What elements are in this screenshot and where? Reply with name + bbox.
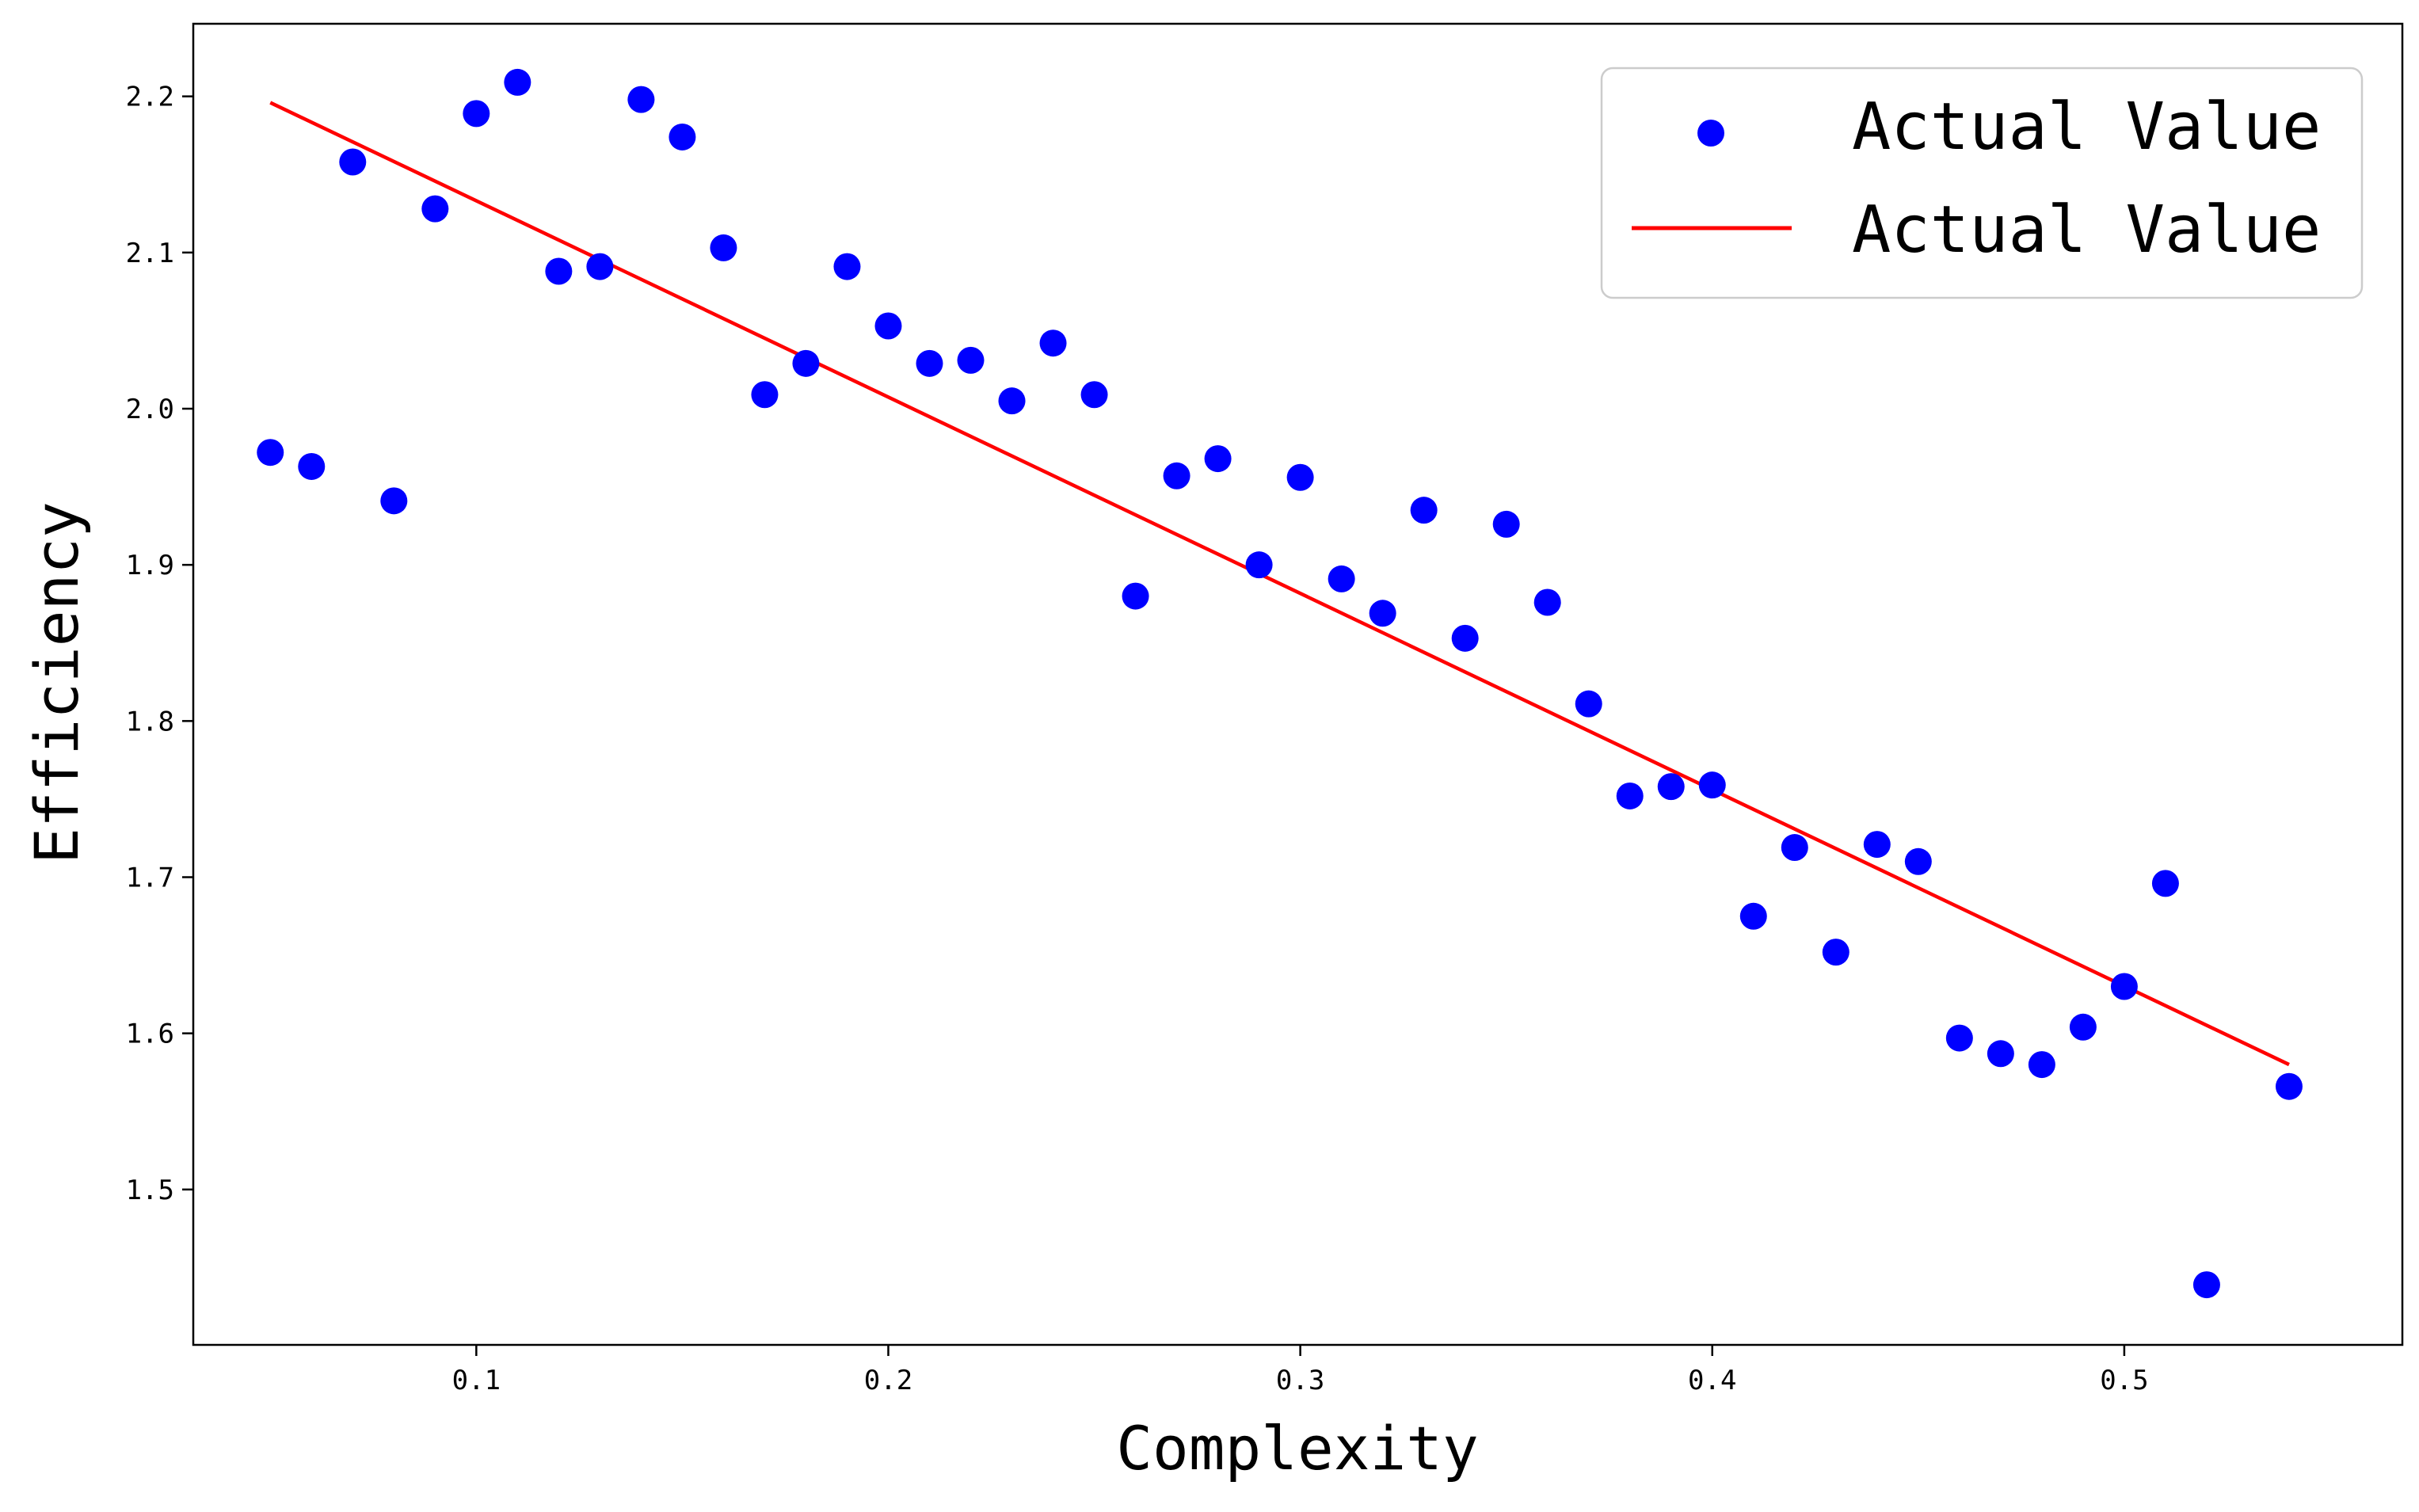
scatter-point — [1410, 497, 1438, 524]
y-axis-ticks: 1.5 1.6 1.7 1.8 1.9 2.0 2.1 2.2 — [126, 82, 193, 1206]
scatter-point — [380, 487, 408, 515]
scatter-point — [669, 123, 696, 150]
scatter-point — [1039, 329, 1067, 357]
scatter-point — [1904, 847, 1932, 875]
legend-scatter-marker — [1697, 120, 1724, 147]
x-tick-label: 0.3 — [1276, 1365, 1324, 1396]
x-tick-label: 0.1 — [452, 1365, 501, 1396]
x-tick-label: 0.5 — [2100, 1365, 2148, 1396]
scatter-point — [874, 312, 902, 340]
scatter-point — [421, 195, 449, 223]
scatter-point — [1286, 463, 1314, 491]
x-tick-label: 0.2 — [864, 1365, 912, 1396]
scatter-point — [2069, 1013, 2097, 1041]
scatter-point — [792, 349, 820, 377]
scatter-point — [957, 346, 985, 374]
legend-box — [1600, 67, 2364, 299]
y-tick-label: 1.9 — [126, 550, 174, 581]
scatter-point — [1369, 600, 1396, 627]
scatter-point — [710, 234, 737, 261]
y-tick-label: 1.6 — [126, 1019, 174, 1050]
scatter-point — [2275, 1072, 2303, 1100]
scatter-point — [545, 257, 573, 285]
x-axis-label: Complexity — [1116, 1413, 1479, 1483]
scatter-point — [1163, 462, 1190, 489]
scatter-point — [1698, 771, 1726, 799]
scatter-point — [1822, 939, 1849, 966]
scatter-point — [1204, 445, 1232, 473]
scatter-point — [1781, 834, 1808, 862]
scatter-point — [1945, 1024, 1973, 1052]
scatter-point — [998, 387, 1026, 415]
scatter-point — [1492, 510, 1520, 538]
scatter-point — [1987, 1040, 2014, 1068]
y-tick-label: 2.1 — [126, 238, 174, 269]
scatter-point — [2028, 1051, 2055, 1079]
y-axis-label: Efficiency — [21, 501, 92, 864]
scatter-point — [1122, 582, 1149, 610]
y-tick-label: 2.0 — [126, 394, 174, 425]
scatter-point — [1616, 782, 1644, 809]
scatter-point — [298, 452, 326, 480]
y-tick-label: 2.2 — [126, 82, 174, 113]
scatter-point — [586, 253, 614, 280]
scatter-point — [1739, 902, 1767, 930]
scatter-point — [751, 381, 779, 409]
scatter-point — [463, 100, 490, 128]
scatter-point — [1451, 624, 1479, 652]
scatter-point — [504, 68, 531, 96]
legend: Actual Value Actual Value — [1600, 67, 2364, 299]
scatter-point — [2192, 1271, 2220, 1299]
y-tick-label: 1.5 — [126, 1175, 174, 1206]
legend-label-scatter: Actual Value — [1852, 90, 2321, 165]
scatter-point — [1575, 690, 1602, 718]
scatter-point — [627, 86, 655, 113]
scatter-point — [339, 148, 367, 176]
scatter-point — [833, 253, 861, 280]
scatter-points-group — [257, 68, 2303, 1299]
scatter-point — [1328, 565, 1355, 592]
scatter-point — [1657, 773, 1685, 801]
scatter-point — [916, 349, 943, 377]
y-tick-label: 1.8 — [126, 706, 174, 737]
scatter-point — [2151, 870, 2179, 897]
scatter-point — [257, 439, 284, 467]
scatter-point — [1533, 588, 1561, 616]
scatter-point — [1863, 831, 1891, 859]
x-tick-label: 0.4 — [1688, 1365, 1736, 1396]
plot-area-frame — [192, 22, 2404, 1346]
legend-label-line: Actual Value — [1852, 192, 2321, 268]
scatter-point — [1080, 381, 1108, 409]
scatter-point — [1245, 551, 1273, 579]
y-tick-label: 1.7 — [126, 862, 174, 893]
scatter-point — [2110, 973, 2138, 1000]
x-axis-ticks: 0.1 0.2 0.3 0.4 0.5 — [452, 1345, 2149, 1396]
